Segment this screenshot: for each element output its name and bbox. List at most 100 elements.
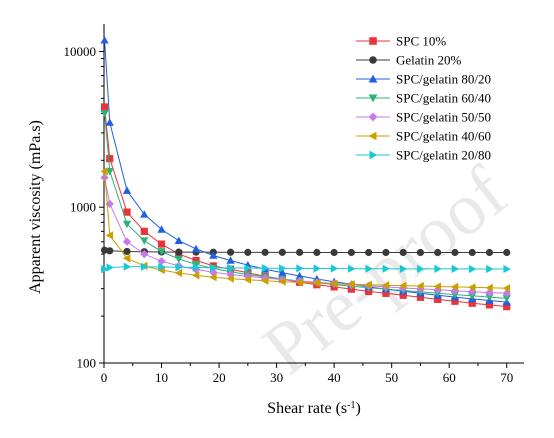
x-axis-title-main: Shear rate (s — [267, 400, 347, 417]
y-axis-title: Apparent viscosity (mPa.s) — [27, 120, 44, 294]
data-point — [100, 36, 109, 44]
data-point — [100, 167, 108, 176]
data-point — [468, 299, 476, 307]
data-point — [451, 264, 460, 274]
data-point — [399, 264, 408, 274]
data-point — [296, 248, 304, 256]
y-tick-label: 10000 — [64, 44, 97, 59]
data-point — [450, 291, 460, 299]
data-point — [278, 248, 286, 256]
data-point — [192, 256, 200, 265]
data-point — [191, 261, 201, 269]
data-point — [106, 263, 114, 272]
data-point — [261, 264, 270, 273]
data-point — [503, 303, 511, 311]
data-point — [101, 265, 109, 274]
data-point — [485, 293, 494, 302]
data-point — [485, 248, 494, 257]
data-point — [105, 118, 114, 126]
data-point — [313, 264, 322, 273]
x-axis-title: Shear rate (s-1) — [267, 400, 361, 418]
data-point — [485, 301, 494, 309]
data-point — [226, 256, 235, 264]
data-point — [382, 289, 390, 297]
data-point — [279, 264, 287, 273]
legend-label: SPC 10% — [396, 34, 446, 49]
data-point — [485, 283, 493, 292]
data-point — [140, 249, 149, 259]
data-point — [502, 284, 511, 293]
data-point — [174, 236, 183, 244]
data-point — [226, 270, 235, 279]
data-point — [123, 262, 132, 271]
data-point — [382, 248, 390, 257]
data-point — [382, 264, 391, 273]
legend-label: SPC/gelatin 40/60 — [396, 129, 491, 144]
data-point — [365, 248, 373, 257]
data-point — [227, 263, 235, 273]
data-point — [433, 282, 442, 291]
x-tick-label: 0 — [101, 370, 108, 385]
data-point — [106, 155, 114, 163]
legend-label: SPC/gelatin 60/40 — [396, 91, 491, 106]
data-point — [100, 173, 109, 182]
legend-label: SPC/gelatin 50/50 — [396, 110, 491, 125]
data-point — [260, 276, 269, 285]
data-point — [191, 244, 201, 253]
data-point — [157, 225, 166, 233]
legend-label: SPC/gelatin 20/80 — [396, 148, 491, 163]
data-point — [157, 240, 166, 248]
legend-marker — [368, 94, 378, 103]
data-point — [157, 248, 166, 256]
data-point — [468, 292, 477, 300]
x-tick-label: 70 — [500, 370, 513, 385]
x-tick-label: 20 — [213, 370, 226, 385]
x-tick-label: 50 — [385, 370, 398, 385]
data-point — [296, 264, 304, 273]
legend-item: SPC/gelatin 20/80 — [356, 148, 491, 163]
data-point — [122, 254, 131, 263]
legend-item: SPC/gelatin 80/20 — [356, 72, 491, 87]
data-point — [486, 264, 494, 274]
legend-item: SPC 10% — [356, 34, 446, 49]
data-point — [451, 297, 459, 305]
data-point — [226, 248, 235, 256]
data-point — [243, 275, 252, 284]
data-point — [399, 248, 407, 257]
data-point — [140, 210, 149, 218]
x-axis-title-sup: -1 — [347, 400, 355, 411]
legend-item: SPC/gelatin 60/40 — [356, 91, 491, 106]
data-point — [174, 255, 183, 264]
data-point — [503, 264, 511, 274]
data-point — [226, 274, 234, 283]
data-point — [399, 291, 407, 299]
legend-marker — [369, 37, 377, 45]
data-point — [122, 220, 132, 229]
data-point — [123, 208, 131, 216]
y-tick-label: 1000 — [70, 200, 96, 215]
data-point — [122, 186, 132, 194]
data-point — [468, 283, 476, 292]
x-tick-label: 40 — [328, 370, 341, 385]
data-point — [122, 237, 132, 246]
x-axis-title-suffix: ) — [355, 400, 360, 417]
legend-item: Gelatin 20% — [356, 53, 462, 68]
data-point — [329, 279, 338, 288]
data-point — [100, 103, 109, 111]
data-point — [416, 293, 425, 301]
series-layer — [100, 36, 511, 311]
data-point — [209, 251, 218, 259]
data-point — [192, 263, 201, 272]
data-point — [348, 264, 356, 273]
data-point — [416, 281, 424, 291]
data-point — [434, 248, 442, 257]
data-point — [313, 248, 321, 257]
data-point — [295, 271, 304, 280]
data-point — [330, 248, 338, 257]
legend-label: SPC/gelatin 80/20 — [396, 72, 491, 87]
data-point — [157, 257, 166, 266]
data-point — [450, 282, 459, 292]
data-point — [244, 263, 252, 273]
data-point — [295, 278, 303, 287]
legend-marker — [368, 112, 378, 122]
